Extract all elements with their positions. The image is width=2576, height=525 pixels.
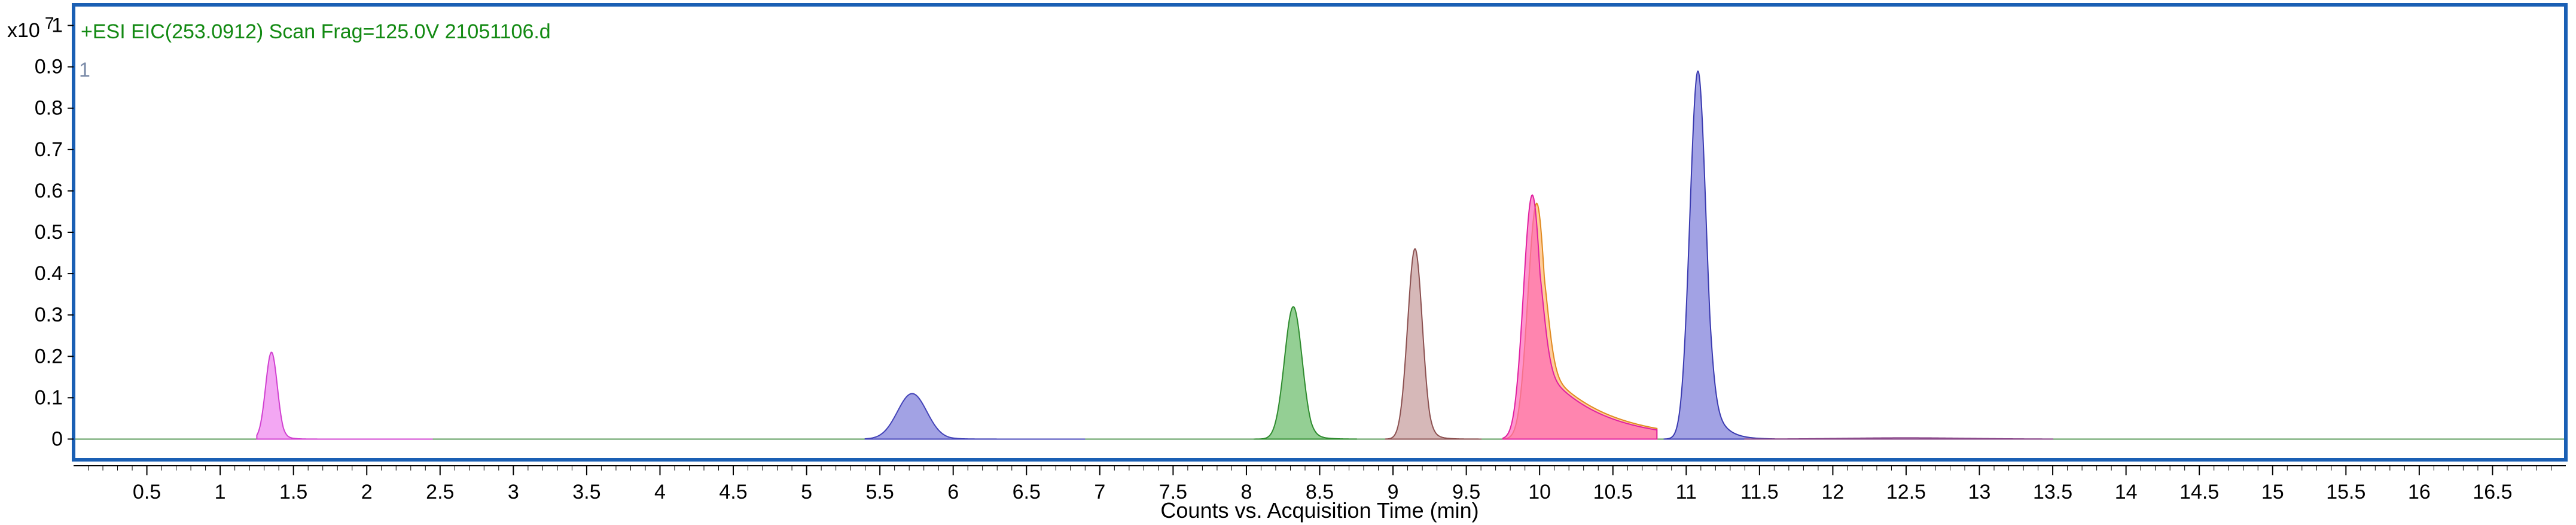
x-tick-label: 3.5 [572, 481, 600, 503]
x-tick-label: 5 [801, 481, 812, 503]
y-scale-label: x10 7 [7, 14, 54, 42]
x-tick-label: 4.5 [719, 481, 747, 503]
y-tick-label: 0.4 [35, 262, 63, 285]
y-tick-label: 0.6 [35, 180, 63, 202]
y-tick-label: 0.1 [35, 386, 63, 409]
y-tick-label: 0.7 [35, 138, 63, 161]
x-tick-label: 10.5 [1593, 481, 1633, 503]
y-tick-label: 0.8 [35, 97, 63, 120]
y-tick-label: 0.3 [35, 304, 63, 326]
x-tick-label: 3 [508, 481, 519, 503]
x-tick-label: 8 [1240, 481, 1252, 503]
plot-frame [72, 3, 2568, 462]
x-tick-label: 11.5 [1740, 481, 1779, 503]
x-tick-label: 12 [1821, 481, 1844, 503]
x-tick-label: 16.5 [2473, 481, 2512, 503]
x-tick-label: 8.5 [1306, 481, 1334, 503]
x-tick-label: 1.5 [279, 481, 307, 503]
x-tick-label: 2.5 [426, 481, 454, 503]
x-tick-label: 11 [1676, 481, 1697, 503]
series-peak-2 [1254, 306, 1357, 440]
y-tick-label: 0.2 [35, 345, 63, 368]
x-tick-label: 7 [1094, 481, 1105, 503]
series-peak-0 [256, 351, 433, 440]
x-tick-label: 16 [2408, 481, 2431, 503]
x-tick-label: 0.5 [133, 481, 161, 503]
x-tick-label: 14 [2115, 481, 2138, 503]
x-tick-label: 14.5 [2179, 481, 2219, 503]
y-tick-label: 1 [51, 14, 63, 37]
series-peak-6 [1663, 70, 1775, 440]
x-tick-label: 9.5 [1452, 481, 1480, 503]
x-tick-label: 7.5 [1159, 481, 1187, 503]
x-tick-label: 6.5 [1013, 481, 1041, 503]
y-tick-label: 0 [51, 427, 63, 450]
x-axis-title: Counts vs. Acquisition Time (min) [1160, 498, 1478, 523]
x-tick-label: 2 [361, 481, 373, 503]
x-tick-label: 6 [947, 481, 959, 503]
x-tick-label: 12.5 [1886, 481, 1926, 503]
series-peak-3 [1385, 248, 1482, 440]
x-tick-label: 15 [2261, 481, 2284, 503]
plot-number: 1 [79, 59, 90, 81]
x-tick-label: 10 [1528, 481, 1551, 503]
x-tick-label: 1 [215, 481, 226, 503]
series-peak-1 [864, 393, 1086, 440]
x-tick-label: 13 [1968, 481, 1991, 503]
y-tick-label: 0.5 [35, 221, 63, 244]
y-tick-label: 0.9 [35, 56, 63, 78]
chart-title: +ESI EIC(253.0912) Scan Frag=125.0V 2105… [81, 20, 551, 43]
x-tick-label: 15.5 [2326, 481, 2365, 503]
x-tick-label: 9 [1388, 481, 1399, 503]
x-tick-label: 13.5 [2033, 481, 2072, 503]
series-peak-5 [1502, 194, 1658, 440]
x-tick-label: 4 [654, 481, 666, 503]
x-tick-label: 5.5 [866, 481, 894, 503]
series-peak-7 [1744, 437, 2054, 440]
